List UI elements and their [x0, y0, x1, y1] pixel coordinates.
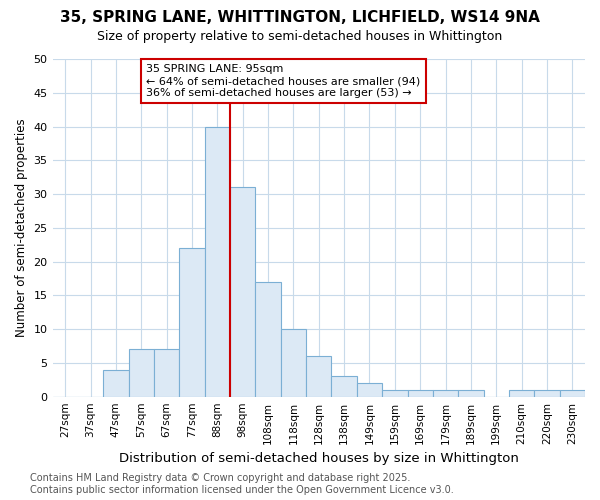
Bar [281, 329, 306, 396]
Bar [154, 350, 179, 397]
Bar [407, 390, 433, 396]
Y-axis label: Number of semi-detached properties: Number of semi-detached properties [15, 118, 28, 337]
Bar [509, 390, 534, 396]
Text: 35, SPRING LANE, WHITTINGTON, LICHFIELD, WS14 9NA: 35, SPRING LANE, WHITTINGTON, LICHFIELD,… [60, 10, 540, 25]
Text: Size of property relative to semi-detached houses in Whittington: Size of property relative to semi-detach… [97, 30, 503, 43]
Bar [331, 376, 357, 396]
Bar [128, 350, 154, 397]
Bar [306, 356, 331, 397]
Bar [534, 390, 560, 396]
Bar [433, 390, 458, 396]
Bar [230, 188, 256, 396]
Bar [103, 370, 128, 396]
Bar [357, 383, 382, 396]
Bar [179, 248, 205, 396]
Text: Contains HM Land Registry data © Crown copyright and database right 2025.
Contai: Contains HM Land Registry data © Crown c… [30, 474, 454, 495]
Text: 35 SPRING LANE: 95sqm
← 64% of semi-detached houses are smaller (94)
36% of semi: 35 SPRING LANE: 95sqm ← 64% of semi-deta… [146, 64, 421, 98]
Bar [205, 126, 230, 396]
Bar [256, 282, 281, 397]
Bar [458, 390, 484, 396]
Bar [382, 390, 407, 396]
Bar [560, 390, 585, 396]
X-axis label: Distribution of semi-detached houses by size in Whittington: Distribution of semi-detached houses by … [119, 452, 519, 465]
